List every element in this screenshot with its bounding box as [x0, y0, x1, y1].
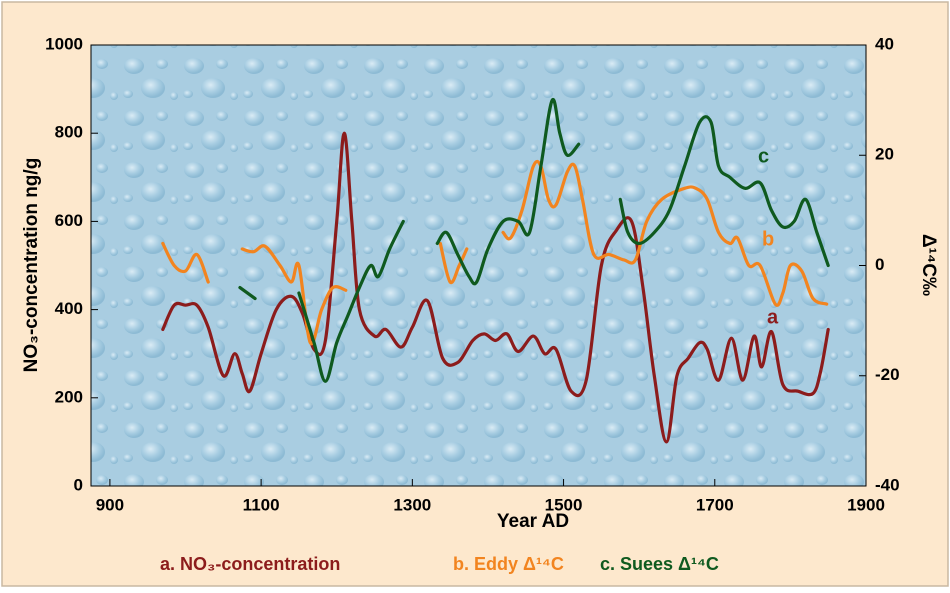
x-tick-label: 1900: [847, 495, 885, 514]
legend-entry: a. NO₃-concentration: [160, 554, 340, 574]
x-tick-label: 1300: [393, 495, 431, 514]
x-tick-label: 1100: [243, 495, 280, 514]
y2-tick-label: -40: [875, 475, 900, 494]
series-annotation: b: [762, 228, 774, 250]
series-line: [161, 159, 829, 346]
x-axis-title: Year AD: [497, 511, 569, 532]
y2-tick-label: 40: [875, 34, 894, 53]
y-tick-label: 200: [55, 387, 83, 406]
x-tick-label: 1700: [696, 495, 734, 514]
y2-tick-label: -20: [875, 365, 900, 384]
y-tick-label: 400: [55, 299, 83, 318]
series-annotation: c: [758, 145, 769, 167]
y2-axis-title: Δ¹⁴C‰: [918, 234, 939, 296]
y-tick-label: 1000: [45, 34, 83, 53]
y2-tick-label: 20: [875, 145, 894, 164]
x-tick-label: 900: [96, 495, 124, 514]
y-tick-label: 600: [55, 211, 83, 230]
y-axis-title: NO₃-concentration ng/g: [21, 158, 42, 373]
series-line: [161, 131, 830, 444]
y-tick-label: 0: [74, 475, 83, 494]
y-tick-label: 800: [55, 123, 83, 142]
x-tick-label: 1500: [545, 495, 583, 514]
plot-area: [90, 44, 867, 487]
series-annotation: a: [767, 306, 779, 328]
legend-entry: c. Suees Δ¹⁴C: [600, 554, 719, 574]
legend-entry: b. Eddy Δ¹⁴C: [453, 554, 564, 574]
y2-tick-label: 0: [875, 255, 884, 274]
series-line: [238, 97, 830, 383]
